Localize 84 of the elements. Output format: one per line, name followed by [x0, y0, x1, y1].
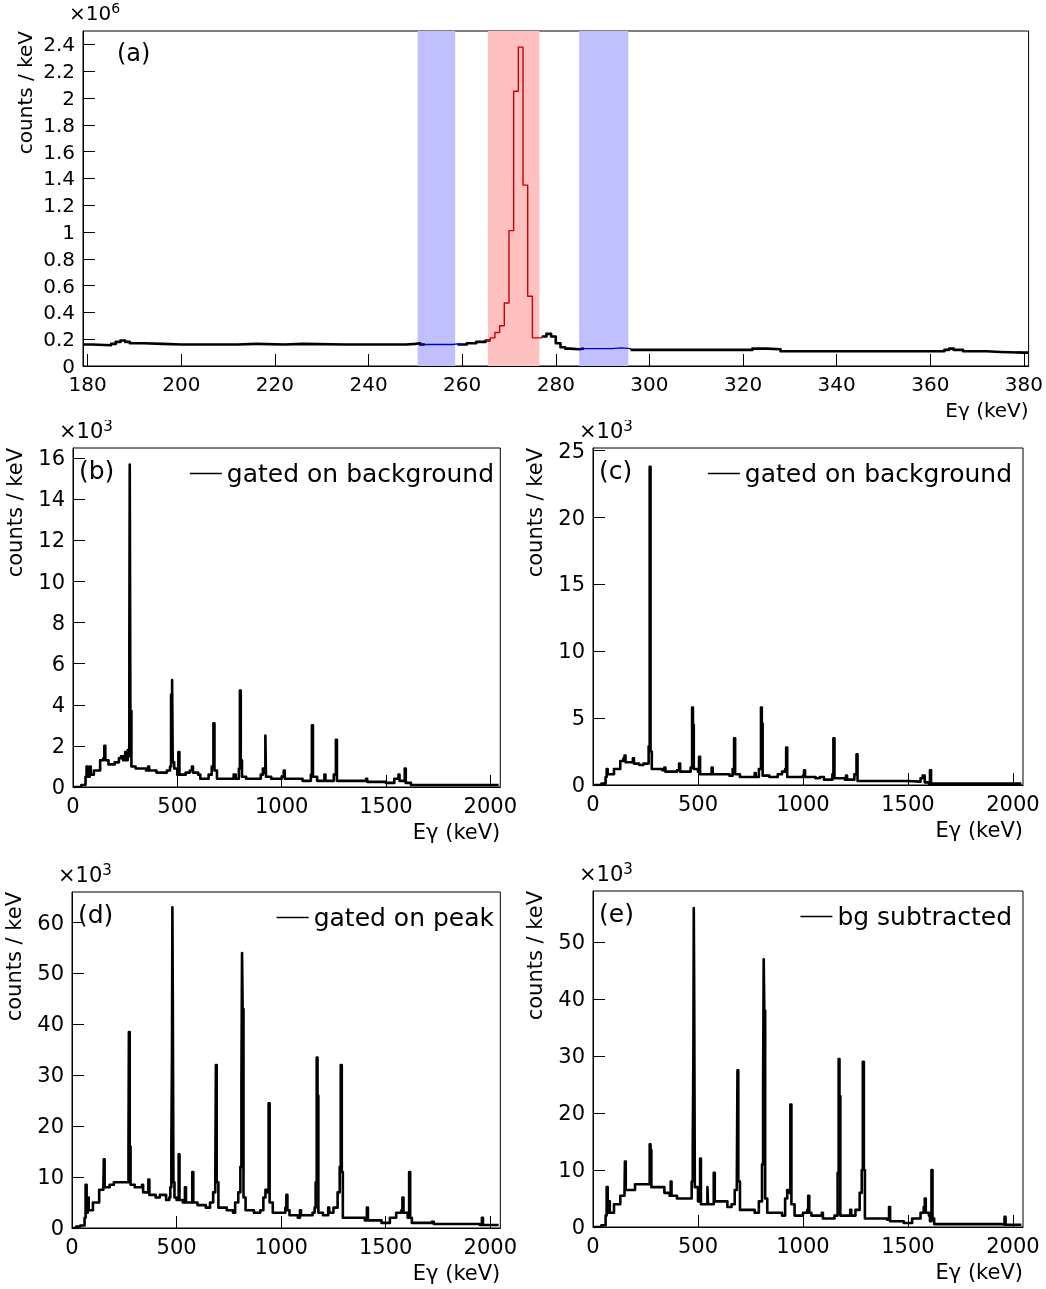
y-tick-label: 2.2	[43, 59, 75, 84]
x-tick-label: 2000	[463, 1234, 517, 1259]
x-tick-label: 500	[677, 791, 719, 816]
legend-label: gated on peak	[313, 903, 495, 932]
y-tick-label: 10	[558, 1158, 585, 1183]
x-tick-label: 1500	[881, 791, 935, 816]
y-axis-title: counts / keV	[1, 891, 26, 1022]
y-tick-label: 30	[37, 1063, 64, 1088]
y-tick-label: 30	[558, 1044, 585, 1069]
x-tick-label: 320	[723, 372, 763, 396]
x-tick-label: 220	[255, 372, 295, 396]
y-tick-label: 0	[51, 775, 65, 799]
y-tick-label: 12	[38, 528, 65, 553]
y-tick-label: 1.6	[43, 139, 75, 164]
y-tick-label: 60	[37, 910, 64, 935]
y-tick-label: 0.2	[43, 327, 75, 352]
y-tick-label: 5	[571, 706, 585, 731]
y-tick-label: 20	[37, 1114, 64, 1139]
x-tick-label: 380	[1004, 372, 1044, 396]
y-tick-label: 10	[37, 1165, 64, 1190]
x-tick-label: 200	[162, 372, 201, 396]
y-tick-label: 6	[51, 651, 65, 676]
x-axis-title: Eγ (keV)	[935, 1259, 1023, 1284]
y-tick-label: 14	[38, 487, 65, 512]
y-tick-label: 40	[558, 987, 585, 1012]
x-tick-label: 1000	[254, 1234, 308, 1259]
y-tick-label: 15	[558, 572, 585, 597]
y-tick-label: 0.6	[43, 273, 75, 298]
annotation: (d)	[78, 900, 114, 929]
x-tick-label: 340	[817, 372, 856, 396]
x-tick-label: 2000	[463, 793, 517, 818]
x-axis-title: Eγ (keV)	[935, 817, 1023, 842]
x-tick-label: 1000	[776, 791, 830, 816]
x-tick-label: 300	[630, 372, 669, 396]
annotation: (b)	[79, 456, 115, 485]
y-tick-label: 0	[571, 773, 585, 797]
y-tick-label: 16	[38, 446, 65, 471]
y-tick-label: 10	[558, 639, 585, 664]
y-tick-label: 0.8	[43, 246, 75, 271]
y-tick-label: 10	[38, 569, 65, 594]
annotation: (a)	[117, 39, 151, 67]
y-tick-label: 2	[51, 733, 65, 758]
y-tick-label: 4	[51, 692, 65, 717]
legend-label: gated on background	[226, 459, 494, 488]
x-tick-label: 2000	[986, 1233, 1040, 1258]
y-tick-label: 50	[37, 961, 64, 986]
annotation: (c)	[599, 456, 633, 485]
y-tick-label: 50	[558, 930, 585, 955]
y-tick-label: 1	[62, 220, 75, 244]
y-axis-title: counts / keV	[522, 447, 547, 578]
y-tick-label: 0.4	[43, 300, 75, 325]
y-tick-label: 2.4	[43, 32, 75, 57]
legend-label: bg subtracted	[837, 902, 1012, 931]
legend-label: gated on background	[744, 459, 1012, 488]
x-tick-label: 500	[157, 793, 198, 818]
y-tick-label: 1.8	[43, 112, 75, 137]
x-tick-label: 500	[156, 1234, 197, 1259]
x-axis-title: Eγ (keV)	[412, 819, 501, 844]
x-axis-title: Eγ (keV)	[412, 1260, 501, 1285]
x-tick-label: 1000	[776, 1233, 830, 1258]
x-tick-label: 2000	[986, 791, 1040, 816]
x-tick-label: 260	[443, 372, 482, 396]
y-axis-title: counts / keV	[2, 447, 27, 578]
x-tick-label: 1000	[254, 793, 309, 818]
y-tick-label: 40	[37, 1012, 64, 1037]
y-tick-label: 0	[50, 1216, 64, 1240]
x-tick-label: 280	[536, 372, 575, 396]
x-tick-label: 240	[349, 372, 388, 396]
y-axis-title: counts / keV	[13, 30, 37, 155]
y-tick-label: 1.2	[43, 193, 75, 218]
x-tick-label: 500	[677, 1233, 719, 1258]
y-tick-label: 0	[571, 1215, 585, 1239]
x-tick-label: 360	[911, 372, 950, 396]
y-tick-label: 25	[558, 438, 585, 463]
y-tick-label: 1.4	[43, 166, 75, 191]
y-axis-title: counts / keV	[522, 890, 547, 1021]
y-tick-label: 20	[558, 505, 585, 530]
y-tick-label: 2	[62, 86, 75, 110]
y-tick-label: 20	[558, 1101, 585, 1126]
x-tick-label: 1500	[881, 1233, 935, 1258]
x-tick-label: 1500	[359, 793, 413, 818]
annotation: (e)	[599, 899, 634, 928]
y-tick-label: 8	[51, 610, 65, 635]
x-tick-label: 1500	[358, 1234, 413, 1259]
